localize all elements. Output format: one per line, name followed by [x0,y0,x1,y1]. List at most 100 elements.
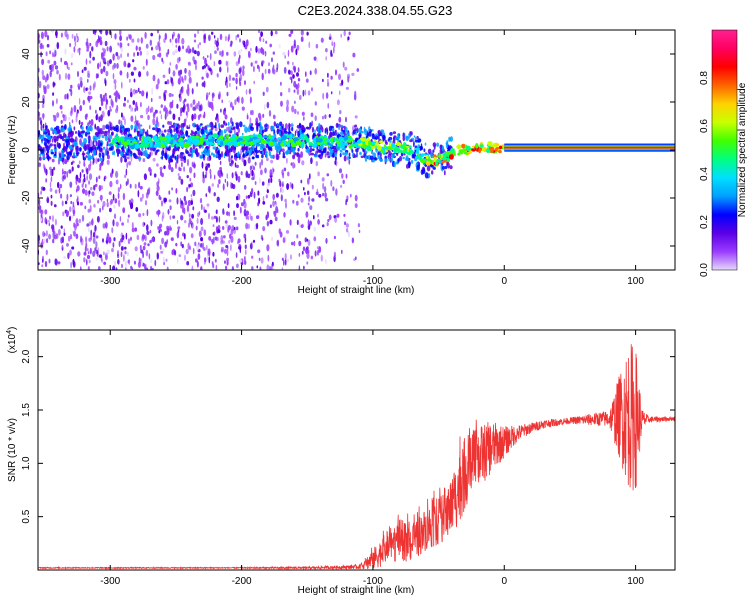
noise-speckle [205,174,207,179]
band-speckle [318,145,322,150]
noise-speckle [203,206,205,212]
band-speckle [441,147,445,152]
noise-speckle [174,249,177,256]
noise-speckle [180,178,184,185]
noise-speckle [333,41,336,48]
band-speckle [139,128,143,135]
noise-speckle [243,233,247,239]
noise-speckle [272,154,275,159]
noise-speckle [254,225,256,231]
noise-speckle [38,234,41,242]
noise-speckle [331,41,334,47]
noise-speckle [235,86,238,90]
noise-speckle [113,213,117,219]
noise-speckle [262,201,266,205]
noise-speckle [181,37,185,45]
noise-speckle [300,30,304,36]
noise-speckle [55,30,58,37]
noise-speckle [234,162,237,168]
noise-speckle [194,241,197,247]
noise-speckle [162,211,165,220]
noise-speckle [213,45,216,50]
noise-speckle [133,260,136,265]
noise-speckle [125,232,128,240]
noise-speckle [61,175,65,182]
noise-speckle [73,230,76,237]
noise-speckle [75,179,78,185]
noise-speckle [99,194,103,201]
y-tick-label: 2.0 [21,349,32,363]
band-speckle [43,141,48,147]
noise-speckle [51,138,54,143]
noise-speckle [282,237,286,244]
noise-speckle [111,131,114,136]
band-speckle [428,173,431,178]
signal-blob [219,135,224,139]
noise-speckle [99,61,102,68]
noise-speckle [323,186,327,193]
noise-speckle [120,53,123,58]
noise-speckle [211,216,215,220]
band-speckle [149,147,154,151]
band-speckle [171,124,174,128]
band-speckle [208,123,211,128]
band-speckle [194,149,197,154]
noise-speckle [224,114,228,120]
noise-speckle [149,229,152,234]
noise-speckle [250,169,252,176]
noise-speckle [111,248,114,253]
noise-speckle [169,215,172,220]
band-speckle [231,121,234,127]
noise-speckle [288,33,292,37]
band-speckle [49,143,53,147]
noise-speckle [121,81,123,89]
noise-speckle [256,222,259,230]
noise-speckle [187,199,191,207]
noise-speckle [345,223,349,228]
noise-speckle [87,73,90,78]
band-speckle [92,144,96,150]
noise-speckle [243,209,247,216]
noise-speckle [97,73,99,79]
noise-speckle [181,243,184,249]
noise-speckle [126,36,128,41]
noise-speckle [346,73,351,79]
noise-speckle [48,258,51,264]
noise-speckle [304,71,307,77]
snr-y-multiplier: (x104) [6,327,18,354]
band-speckle [45,133,49,138]
x-tick-label: -200 [232,276,252,287]
plot-frame [37,329,676,571]
colorbar-tick-label: 0.2 [699,215,710,229]
band-speckle [147,146,150,150]
noise-speckle [133,52,136,57]
noise-speckle [231,172,234,179]
noise-speckle [317,249,319,256]
band-speckle [258,149,261,153]
noise-speckle [223,248,228,254]
noise-speckle [230,160,234,166]
band-speckle [56,128,60,135]
noise-speckle [95,241,98,249]
noise-speckle [261,72,264,81]
noise-speckle [233,210,236,217]
noise-speckle [223,120,226,125]
noise-speckle [46,43,50,48]
noise-speckle [214,39,217,45]
noise-speckle [190,233,194,239]
noise-speckle [110,31,113,39]
noise-speckle [136,105,139,111]
signal-blob [402,146,407,150]
noise-speckle [123,239,126,244]
noise-speckle [296,44,300,51]
noise-speckle [313,215,315,220]
noise-speckle [345,86,349,90]
noise-speckle [159,166,163,171]
band-speckle [296,124,300,129]
noise-speckle [83,257,86,263]
noise-speckle [223,235,226,239]
band-speckle [87,154,92,161]
band-speckle [200,128,205,135]
noise-speckle [242,65,245,70]
noise-speckle [81,69,84,73]
